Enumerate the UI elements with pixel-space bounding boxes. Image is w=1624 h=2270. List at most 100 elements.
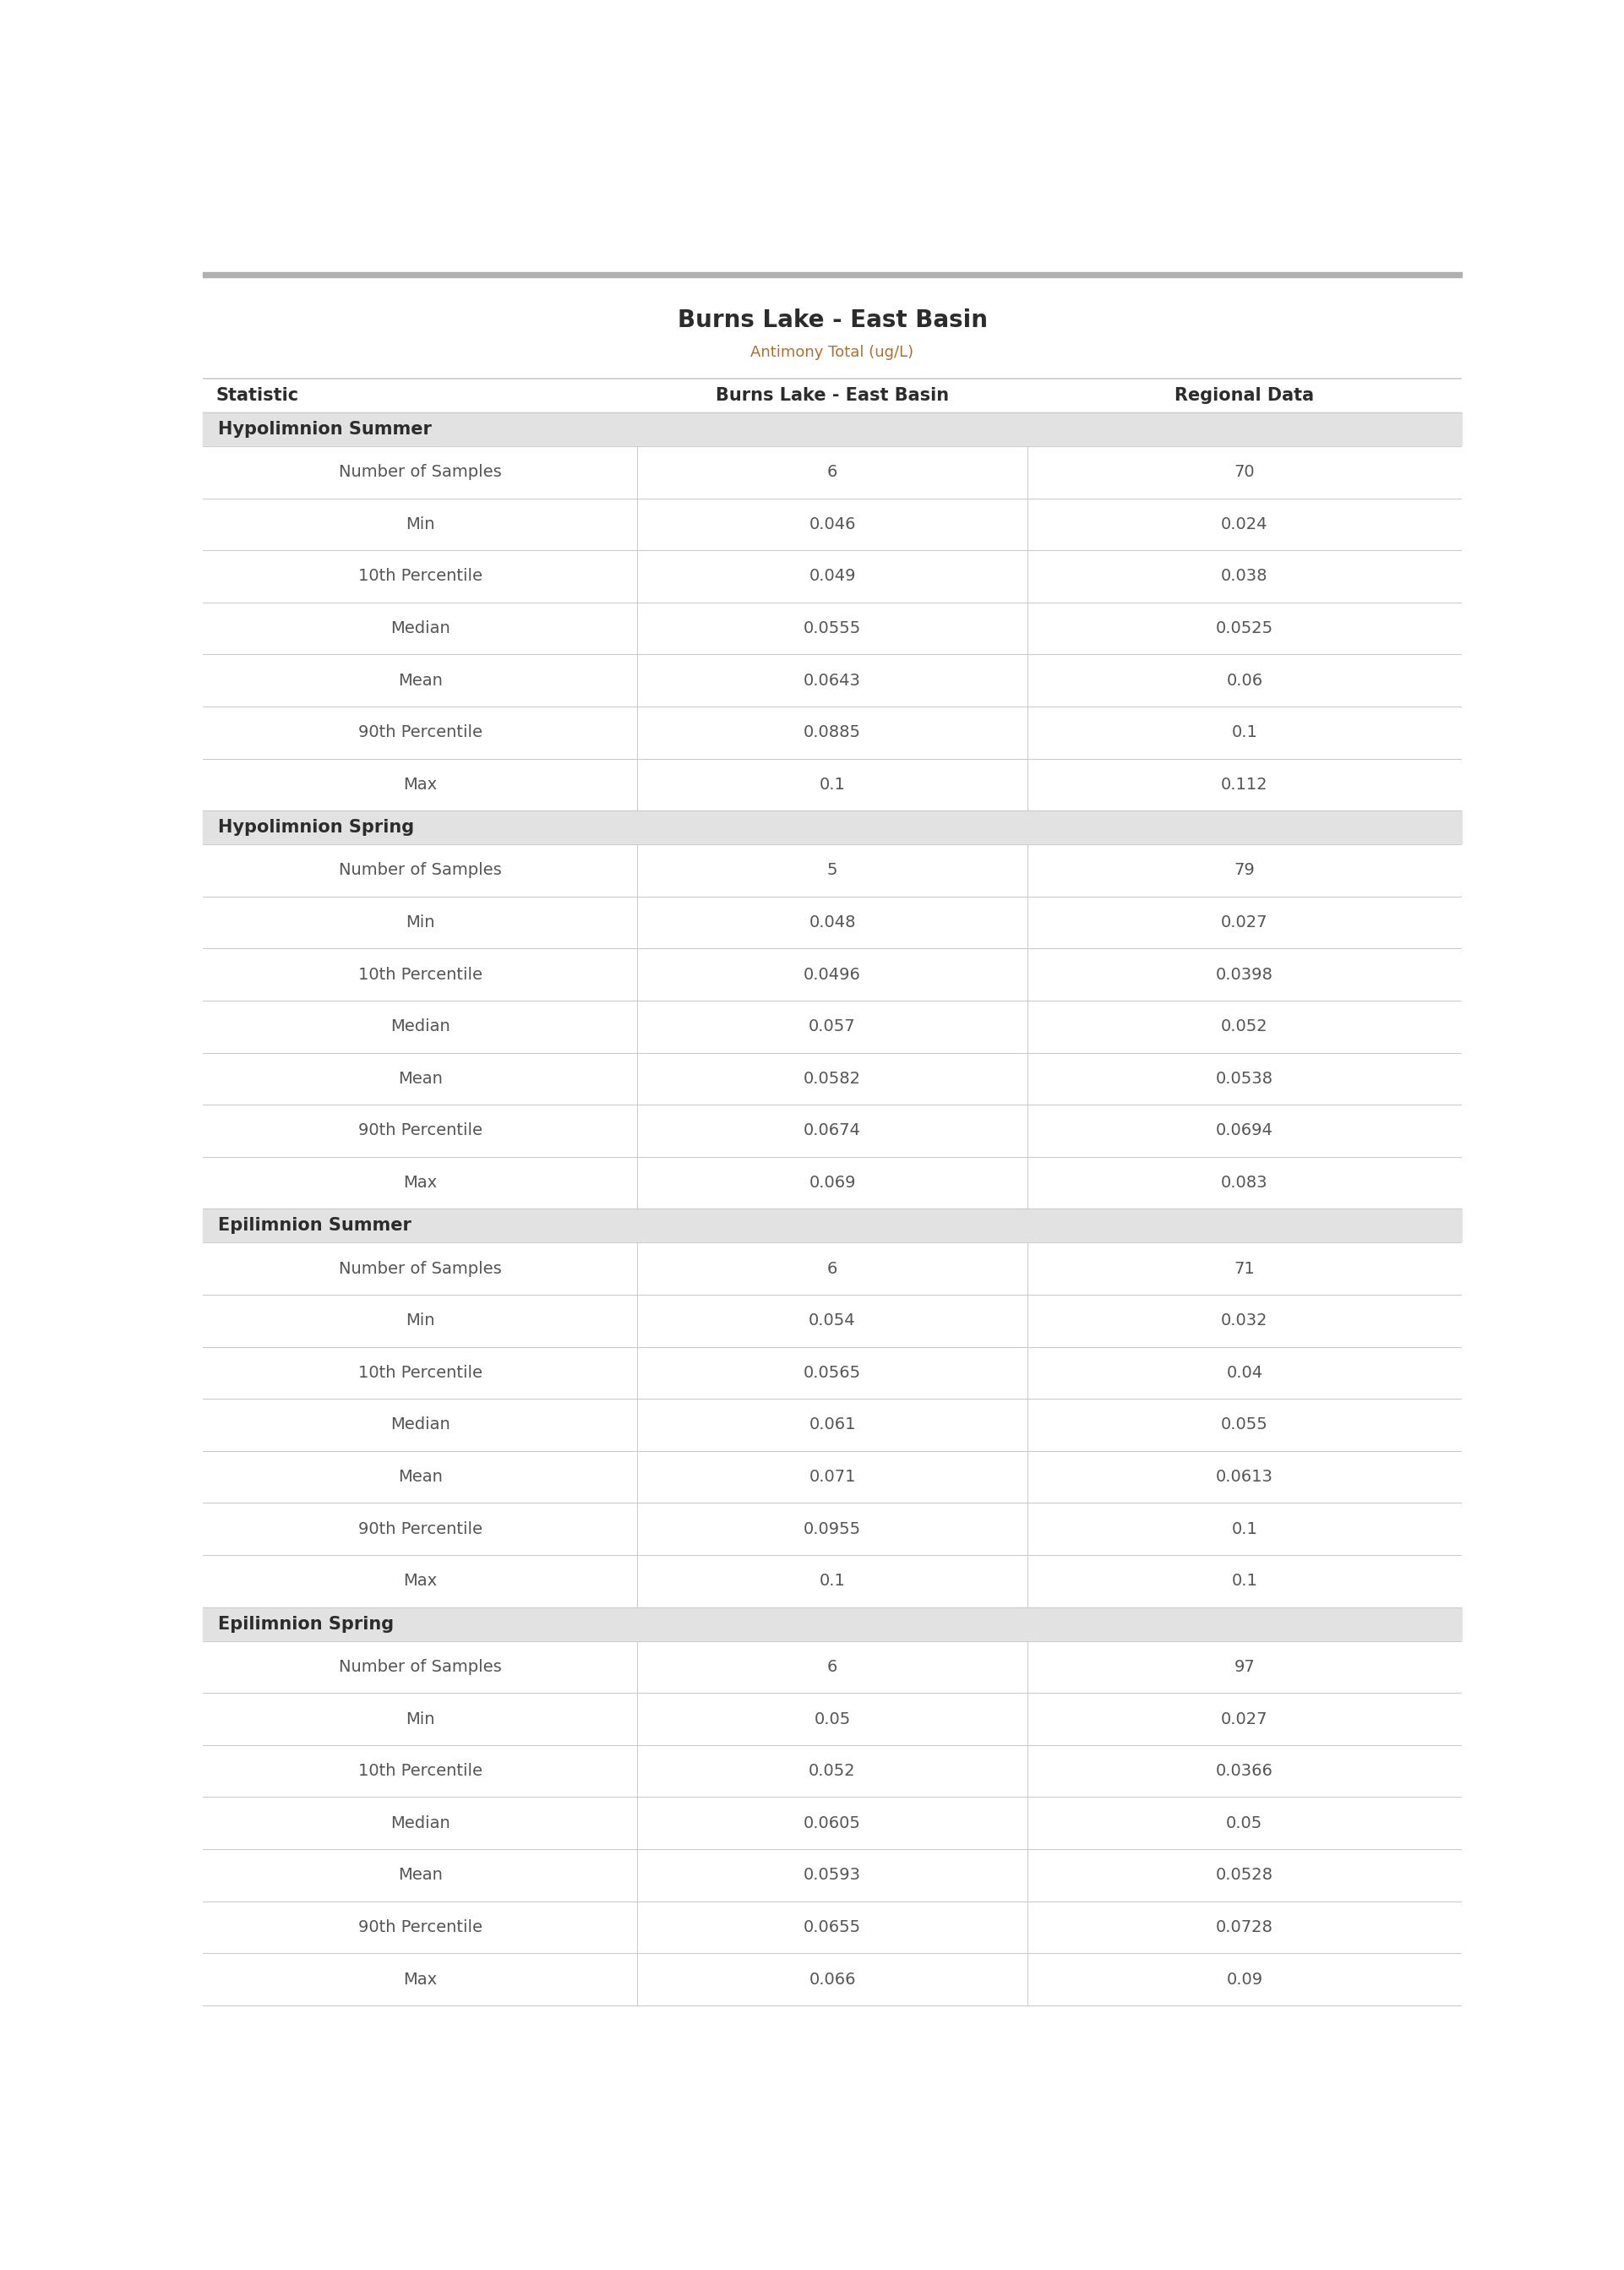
Bar	[203, 897, 1462, 949]
Text: Burns Lake - East Basin: Burns Lake - East Basin	[716, 386, 948, 404]
Bar	[203, 413, 1462, 447]
Text: 10th Percentile: 10th Percentile	[357, 1364, 482, 1380]
Text: Median: Median	[390, 1019, 450, 1035]
Text: Statistic: Statistic	[216, 386, 299, 404]
Bar	[203, 1105, 1462, 1158]
Text: 0.0593: 0.0593	[804, 1868, 861, 1884]
Bar	[203, 1503, 1462, 1555]
Text: 10th Percentile: 10th Percentile	[357, 568, 482, 583]
Text: 6: 6	[827, 1260, 838, 1276]
Text: 0.057: 0.057	[809, 1019, 856, 1035]
Text: 0.0525: 0.0525	[1216, 620, 1273, 636]
Text: 0.066: 0.066	[809, 1970, 856, 1986]
Text: Number of Samples: Number of Samples	[339, 1260, 502, 1276]
Text: 0.0728: 0.0728	[1216, 1918, 1273, 1936]
Bar	[203, 497, 1462, 549]
Bar	[203, 1798, 1462, 1850]
Bar	[203, 1294, 1462, 1346]
Text: 0.04: 0.04	[1226, 1364, 1263, 1380]
Text: 0.083: 0.083	[1221, 1176, 1268, 1192]
Text: 0.1: 0.1	[1231, 724, 1257, 740]
Text: 0.046: 0.046	[809, 515, 856, 531]
Text: 0.0643: 0.0643	[804, 672, 861, 688]
Text: Epilimnion Spring: Epilimnion Spring	[218, 1616, 395, 1632]
Text: 0.06: 0.06	[1226, 672, 1263, 688]
Text: Mean: Mean	[398, 1868, 442, 1884]
Text: 97: 97	[1234, 1659, 1255, 1675]
Bar	[203, 1451, 1462, 1503]
Text: Min: Min	[406, 1712, 435, 1727]
Text: 0.032: 0.032	[1221, 1312, 1268, 1328]
Text: 79: 79	[1234, 863, 1255, 878]
Text: Number of Samples: Number of Samples	[339, 1659, 502, 1675]
Text: 71: 71	[1234, 1260, 1255, 1276]
Bar	[203, 1242, 1462, 1294]
Bar	[203, 654, 1462, 706]
Text: 0.0605: 0.0605	[804, 1816, 861, 1832]
Bar	[203, 810, 1462, 844]
Text: 10th Percentile: 10th Percentile	[357, 1764, 482, 1780]
Text: 0.0555: 0.0555	[804, 620, 861, 636]
Text: 0.071: 0.071	[809, 1469, 856, 1485]
Bar	[203, 1902, 1462, 1952]
Bar	[203, 379, 1462, 413]
Text: Number of Samples: Number of Samples	[339, 863, 502, 878]
Bar	[203, 706, 1462, 758]
Text: 0.05: 0.05	[1226, 1816, 1263, 1832]
Text: 0.0613: 0.0613	[1216, 1469, 1273, 1485]
Bar	[203, 1693, 1462, 1746]
Text: Min: Min	[406, 915, 435, 931]
Bar	[203, 549, 1462, 602]
Text: 0.052: 0.052	[1221, 1019, 1268, 1035]
Text: Median: Median	[390, 1416, 450, 1432]
Bar	[203, 1210, 1462, 1242]
Bar	[203, 1746, 1462, 1798]
Text: Median: Median	[390, 1816, 450, 1832]
Text: 0.112: 0.112	[1221, 776, 1268, 792]
Text: 0.038: 0.038	[1221, 568, 1268, 583]
Text: 90th Percentile: 90th Percentile	[357, 1521, 482, 1537]
Text: 0.0955: 0.0955	[804, 1521, 861, 1537]
Text: 0.09: 0.09	[1226, 1970, 1263, 1986]
Bar	[203, 602, 1462, 654]
Bar	[203, 1555, 1462, 1607]
Text: 0.1: 0.1	[1231, 1573, 1257, 1589]
Text: Antimony Total (ug/L): Antimony Total (ug/L)	[750, 345, 914, 361]
Text: 0.027: 0.027	[1221, 1712, 1268, 1727]
Text: 0.049: 0.049	[809, 568, 856, 583]
Text: 0.0398: 0.0398	[1216, 967, 1273, 983]
Text: 0.027: 0.027	[1221, 915, 1268, 931]
Text: Regional Data: Regional Data	[1174, 386, 1314, 404]
Text: Mean: Mean	[398, 672, 442, 688]
Text: 90th Percentile: 90th Percentile	[357, 1124, 482, 1140]
Text: Mean: Mean	[398, 1469, 442, 1485]
Text: 0.0528: 0.0528	[1216, 1868, 1273, 1884]
Text: 90th Percentile: 90th Percentile	[357, 1918, 482, 1936]
Text: Max: Max	[403, 1176, 437, 1192]
Text: 0.069: 0.069	[809, 1176, 856, 1192]
Text: 0.0674: 0.0674	[804, 1124, 861, 1140]
Text: 0.0885: 0.0885	[804, 724, 861, 740]
Bar	[203, 1850, 1462, 1902]
Text: 0.0694: 0.0694	[1216, 1124, 1273, 1140]
Bar	[203, 1053, 1462, 1105]
Bar	[203, 1346, 1462, 1398]
Text: 10th Percentile: 10th Percentile	[357, 967, 482, 983]
Bar	[203, 1398, 1462, 1451]
Text: 0.0538: 0.0538	[1216, 1071, 1273, 1087]
Bar	[203, 758, 1462, 810]
Text: Median: Median	[390, 620, 450, 636]
Text: 0.0496: 0.0496	[804, 967, 861, 983]
Text: Mean: Mean	[398, 1071, 442, 1087]
Bar	[203, 844, 1462, 897]
Text: 70: 70	[1234, 463, 1255, 481]
Text: Min: Min	[406, 515, 435, 531]
Text: 0.0582: 0.0582	[804, 1071, 861, 1087]
Text: 0.061: 0.061	[809, 1416, 856, 1432]
Bar	[203, 447, 1462, 497]
Text: Max: Max	[403, 776, 437, 792]
Text: Hypolimnion Summer: Hypolimnion Summer	[218, 420, 432, 438]
Bar	[203, 1607, 1462, 1641]
Text: 5: 5	[827, 863, 838, 878]
Bar	[203, 1952, 1462, 2004]
